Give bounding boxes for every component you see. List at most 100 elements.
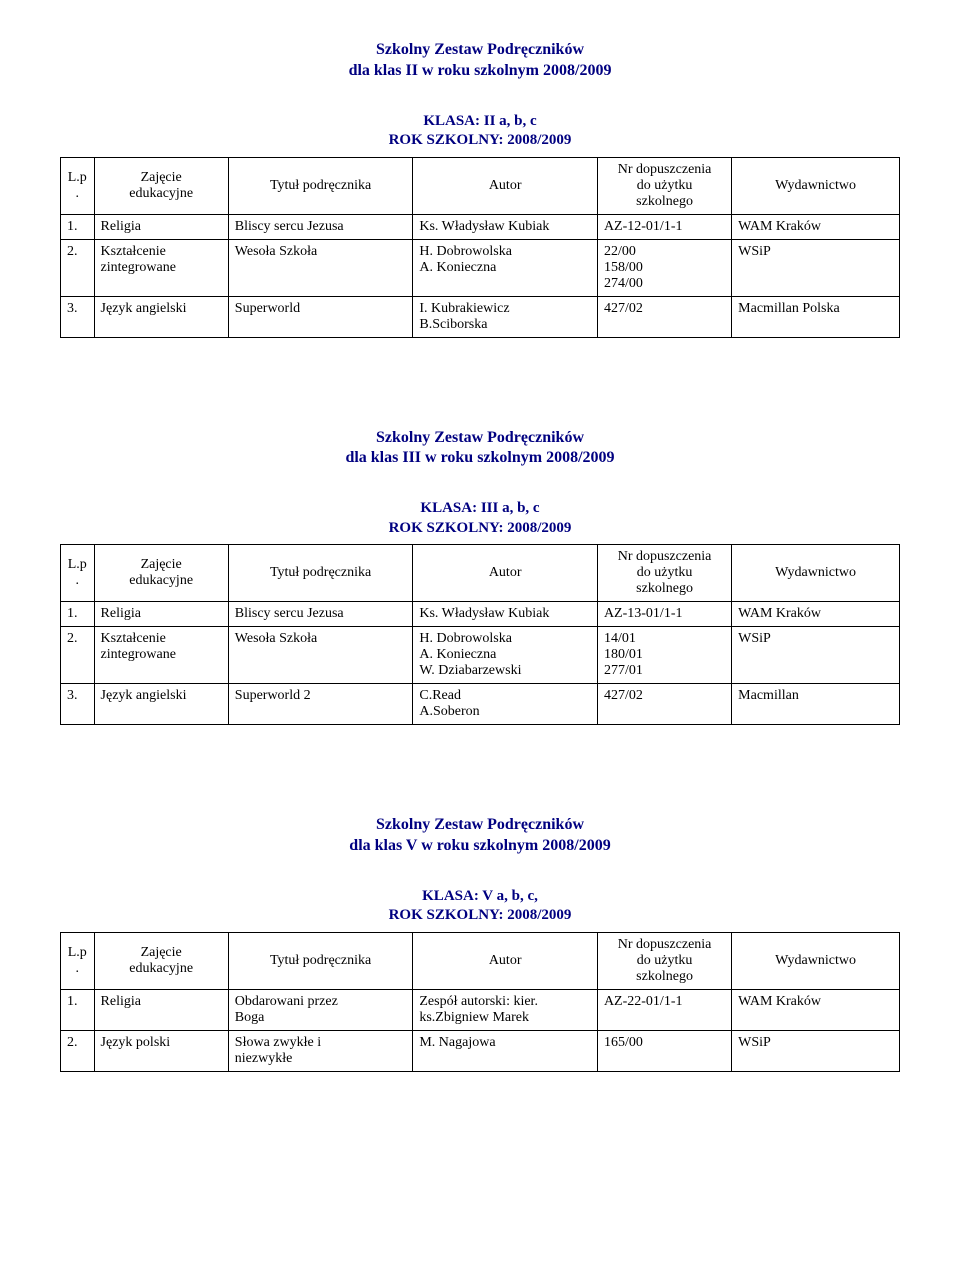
- cell-wyd: WSiP: [732, 1030, 900, 1071]
- cell-lp: 2.: [61, 627, 95, 684]
- cell-zaj: Język angielski: [94, 684, 228, 725]
- class-line-1: KLASA: V a, b, c,: [422, 888, 538, 904]
- title-line-1: Szkolny Zestaw Podręczników: [376, 429, 584, 446]
- section-gap: [60, 725, 900, 815]
- cell-tyt: Słowa zwykłe iniezwykłe: [228, 1030, 413, 1071]
- table-row: 2. Język polski Słowa zwykłe iniezwykłe …: [61, 1030, 900, 1071]
- header-nr: Nr dopuszczeniado użytkuszkolnego: [597, 545, 731, 602]
- section-title: Szkolny Zestaw Podręczników dla klas II …: [60, 40, 900, 82]
- class-label: KLASA: III a, b, c ROK SZKOLNY: 2008/200…: [60, 499, 900, 538]
- table-row: 1. Religia Obdarowani przezBoga Zespół a…: [61, 989, 900, 1030]
- cell-aut: Zespół autorski: kier.ks.Zbigniew Marek: [413, 989, 598, 1030]
- cell-tyt: Wesoła Szkoła: [228, 239, 413, 296]
- title-line-2: dla klas II w roku szkolnym 2008/2009: [349, 62, 612, 79]
- cell-aut: H. DobrowolskaA. Konieczna: [413, 239, 598, 296]
- cell-nr: 427/02: [597, 684, 731, 725]
- title-line-1: Szkolny Zestaw Podręczników: [376, 816, 584, 833]
- header-zaj: Zajęcieedukacyjne: [94, 545, 228, 602]
- cell-wyd: WAM Kraków: [732, 602, 900, 627]
- table-row: 1. Religia Bliscy sercu Jezusa Ks. Włady…: [61, 214, 900, 239]
- header-lp: L.p.: [61, 157, 95, 214]
- class-line-1: KLASA: II a, b, c: [423, 113, 536, 129]
- header-tyt: Tytuł podręcznika: [228, 157, 413, 214]
- cell-tyt: Bliscy sercu Jezusa: [228, 602, 413, 627]
- cell-wyd: WAM Kraków: [732, 214, 900, 239]
- cell-wyd: WSiP: [732, 239, 900, 296]
- cell-zaj: Język angielski: [94, 296, 228, 337]
- cell-tyt: Bliscy sercu Jezusa: [228, 214, 413, 239]
- header-tyt: Tytuł podręcznika: [228, 932, 413, 989]
- section-title: Szkolny Zestaw Podręczników dla klas V w…: [60, 815, 900, 857]
- header-lp: L.p.: [61, 545, 95, 602]
- header-aut: Autor: [413, 157, 598, 214]
- title-line-2: dla klas III w roku szkolnym 2008/2009: [345, 449, 614, 466]
- header-wyd: Wydawnictwo: [732, 545, 900, 602]
- cell-tyt: Obdarowani przezBoga: [228, 989, 413, 1030]
- cell-aut: C.ReadA.Soberon: [413, 684, 598, 725]
- cell-zaj: Religia: [94, 602, 228, 627]
- cell-aut: H. DobrowolskaA. KoniecznaW. Dziabarzews…: [413, 627, 598, 684]
- class-line-1: KLASA: III a, b, c: [420, 500, 539, 516]
- class-label: KLASA: V a, b, c, ROK SZKOLNY: 2008/2009: [60, 887, 900, 926]
- cell-zaj: Religia: [94, 214, 228, 239]
- header-tyt: Tytuł podręcznika: [228, 545, 413, 602]
- header-wyd: Wydawnictwo: [732, 157, 900, 214]
- class-line-2: ROK SZKOLNY: 2008/2009: [389, 520, 572, 536]
- textbook-table: L.p. Zajęcieedukacyjne Tytuł podręcznika…: [60, 157, 900, 338]
- class-line-2: ROK SZKOLNY: 2008/2009: [389, 907, 572, 923]
- cell-lp: 2.: [61, 1030, 95, 1071]
- cell-nr: AZ-13-01/1-1: [597, 602, 731, 627]
- cell-nr: AZ-22-01/1-1: [597, 989, 731, 1030]
- cell-aut: Ks. Władysław Kubiak: [413, 214, 598, 239]
- header-wyd: Wydawnictwo: [732, 932, 900, 989]
- header-nr: Nr dopuszczeniado użytkuszkolnego: [597, 157, 731, 214]
- cell-aut: Ks. Władysław Kubiak: [413, 602, 598, 627]
- cell-nr: 22/00158/00274/00: [597, 239, 731, 296]
- table-row: 3. Język angielski Superworld I. Kubraki…: [61, 296, 900, 337]
- cell-zaj: Religia: [94, 989, 228, 1030]
- table-header-row: L.p. Zajęcieedukacyjne Tytuł podręcznika…: [61, 157, 900, 214]
- cell-wyd: WSiP: [732, 627, 900, 684]
- class-label: KLASA: II a, b, c ROK SZKOLNY: 2008/2009: [60, 112, 900, 151]
- cell-wyd: WAM Kraków: [732, 989, 900, 1030]
- header-zaj: Zajęcieedukacyjne: [94, 932, 228, 989]
- cell-zaj: Kształceniezintegrowane: [94, 627, 228, 684]
- table-row: 2. Kształceniezintegrowane Wesoła Szkoła…: [61, 627, 900, 684]
- textbook-table: L.p. Zajęcieedukacyjne Tytuł podręcznika…: [60, 544, 900, 725]
- cell-tyt: Wesoła Szkoła: [228, 627, 413, 684]
- cell-wyd: Macmillan: [732, 684, 900, 725]
- cell-lp: 3.: [61, 296, 95, 337]
- cell-aut: M. Nagajowa: [413, 1030, 598, 1071]
- header-aut: Autor: [413, 932, 598, 989]
- cell-lp: 1.: [61, 214, 95, 239]
- cell-nr: 427/02: [597, 296, 731, 337]
- cell-tyt: Superworld 2: [228, 684, 413, 725]
- cell-wyd: Macmillan Polska: [732, 296, 900, 337]
- textbook-table: L.p. Zajęcieedukacyjne Tytuł podręcznika…: [60, 932, 900, 1072]
- table-header-row: L.p. Zajęcieedukacyjne Tytuł podręcznika…: [61, 932, 900, 989]
- cell-aut: I. KubrakiewiczB.Sciborska: [413, 296, 598, 337]
- header-nr: Nr dopuszczeniado użytkuszkolnego: [597, 932, 731, 989]
- header-aut: Autor: [413, 545, 598, 602]
- cell-nr: AZ-12-01/1-1: [597, 214, 731, 239]
- cell-zaj: Język polski: [94, 1030, 228, 1071]
- table-row: 2. Kształceniezintegrowane Wesoła Szkoła…: [61, 239, 900, 296]
- class-line-2: ROK SZKOLNY: 2008/2009: [389, 132, 572, 148]
- header-zaj: Zajęcieedukacyjne: [94, 157, 228, 214]
- cell-nr: 165/00: [597, 1030, 731, 1071]
- table-row: 3. Język angielski Superworld 2 C.ReadA.…: [61, 684, 900, 725]
- cell-tyt: Superworld: [228, 296, 413, 337]
- table-header-row: L.p. Zajęcieedukacyjne Tytuł podręcznika…: [61, 545, 900, 602]
- cell-nr: 14/01180/01277/01: [597, 627, 731, 684]
- cell-zaj: Kształceniezintegrowane: [94, 239, 228, 296]
- cell-lp: 1.: [61, 989, 95, 1030]
- cell-lp: 2.: [61, 239, 95, 296]
- table-row: 1. Religia Bliscy sercu Jezusa Ks. Włady…: [61, 602, 900, 627]
- title-line-1: Szkolny Zestaw Podręczników: [376, 41, 584, 58]
- section-gap: [60, 338, 900, 428]
- title-line-2: dla klas V w roku szkolnym 2008/2009: [349, 837, 610, 854]
- section-title: Szkolny Zestaw Podręczników dla klas III…: [60, 428, 900, 470]
- header-lp: L.p.: [61, 932, 95, 989]
- cell-lp: 3.: [61, 684, 95, 725]
- cell-lp: 1.: [61, 602, 95, 627]
